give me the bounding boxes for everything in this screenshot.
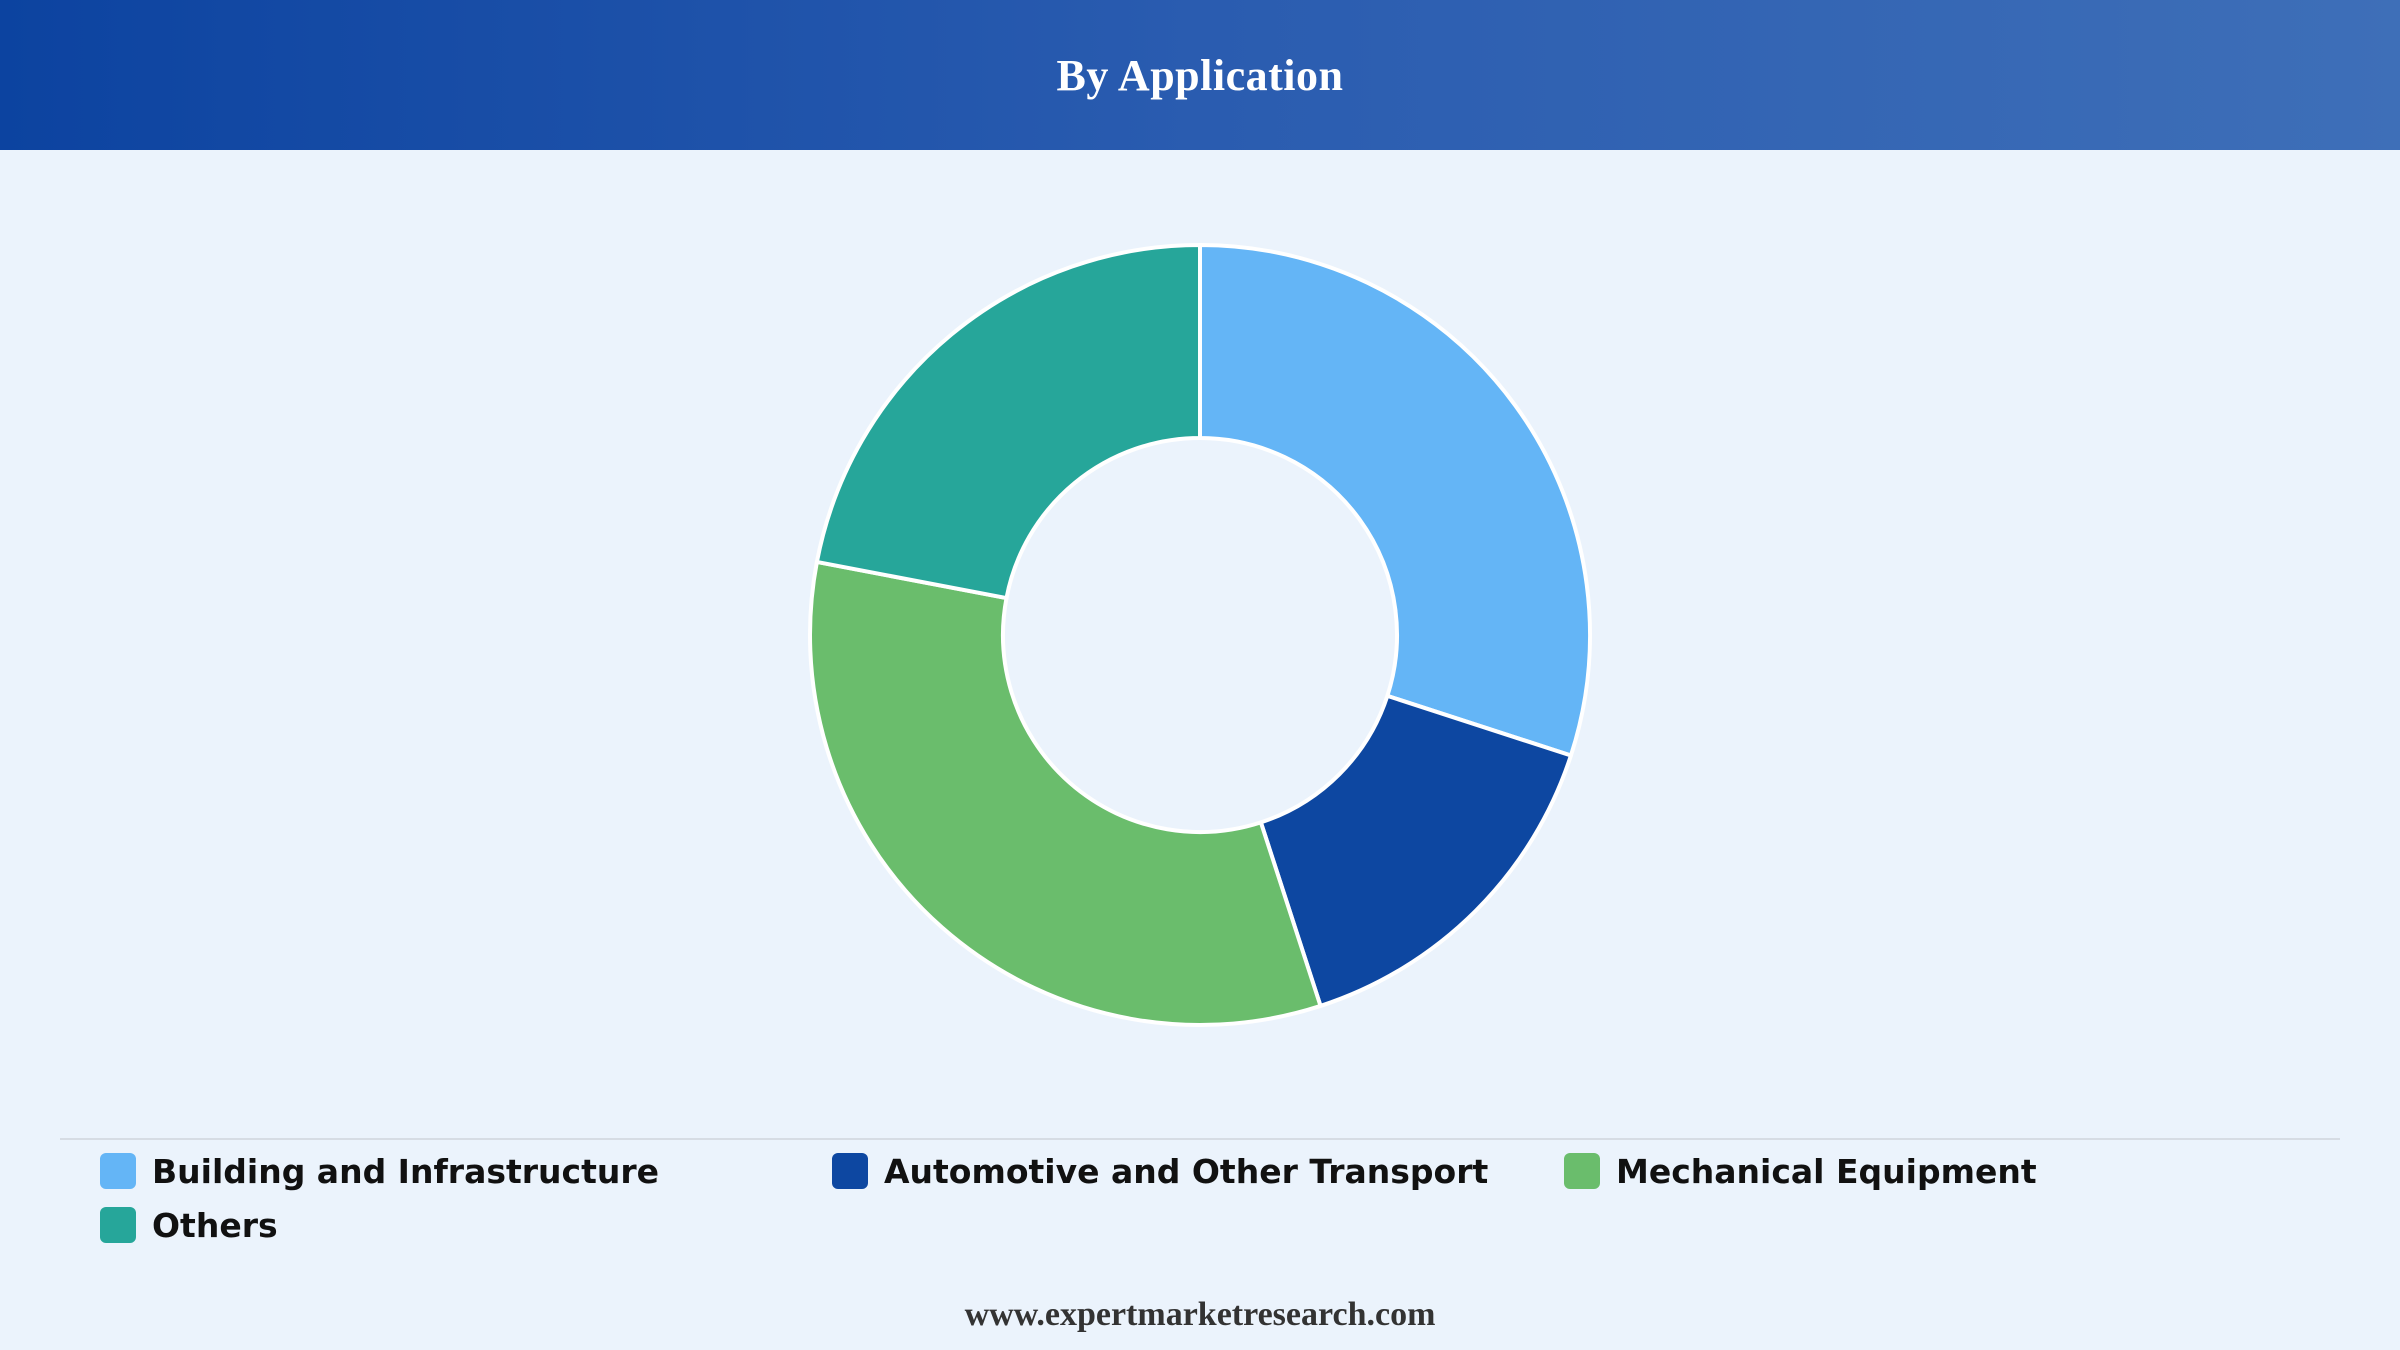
legend-label: Automotive and Other Transport xyxy=(884,1151,1489,1191)
legend-swatch xyxy=(100,1153,136,1189)
legend-label: Others xyxy=(152,1205,278,1245)
donut-chart xyxy=(808,243,1592,1027)
header-banner: By Application xyxy=(0,0,2400,150)
chart-title: By Application xyxy=(1056,50,1344,100)
legend-swatch xyxy=(832,1153,868,1189)
legend-item-others[interactable]: Others xyxy=(100,1205,832,1245)
legend-item-mechanical-equipment[interactable]: Mechanical Equipment xyxy=(1564,1151,2296,1191)
legend-divider xyxy=(60,1138,2340,1140)
legend-label: Mechanical Equipment xyxy=(1616,1151,2037,1191)
source-footer: www.expertmarketresearch.com xyxy=(964,1296,1436,1333)
slice-mechanical-equipment[interactable] xyxy=(808,559,1323,1027)
legend-item-automotive-and-other-transport[interactable]: Automotive and Other Transport xyxy=(832,1151,1564,1191)
legend-swatch xyxy=(100,1207,136,1243)
chart-area xyxy=(0,150,2400,1130)
slice-building-and-infrastructure[interactable] xyxy=(1198,243,1592,758)
legend: Building and Infrastructure Automotive a… xyxy=(100,1151,2300,1245)
slice-automotive-and-other-transport[interactable] xyxy=(1258,693,1573,1008)
slice-others[interactable] xyxy=(814,243,1202,601)
legend-item-building-and-infrastructure[interactable]: Building and Infrastructure xyxy=(100,1151,832,1191)
legend-label: Building and Infrastructure xyxy=(152,1151,660,1191)
legend-swatch xyxy=(1564,1153,1600,1189)
